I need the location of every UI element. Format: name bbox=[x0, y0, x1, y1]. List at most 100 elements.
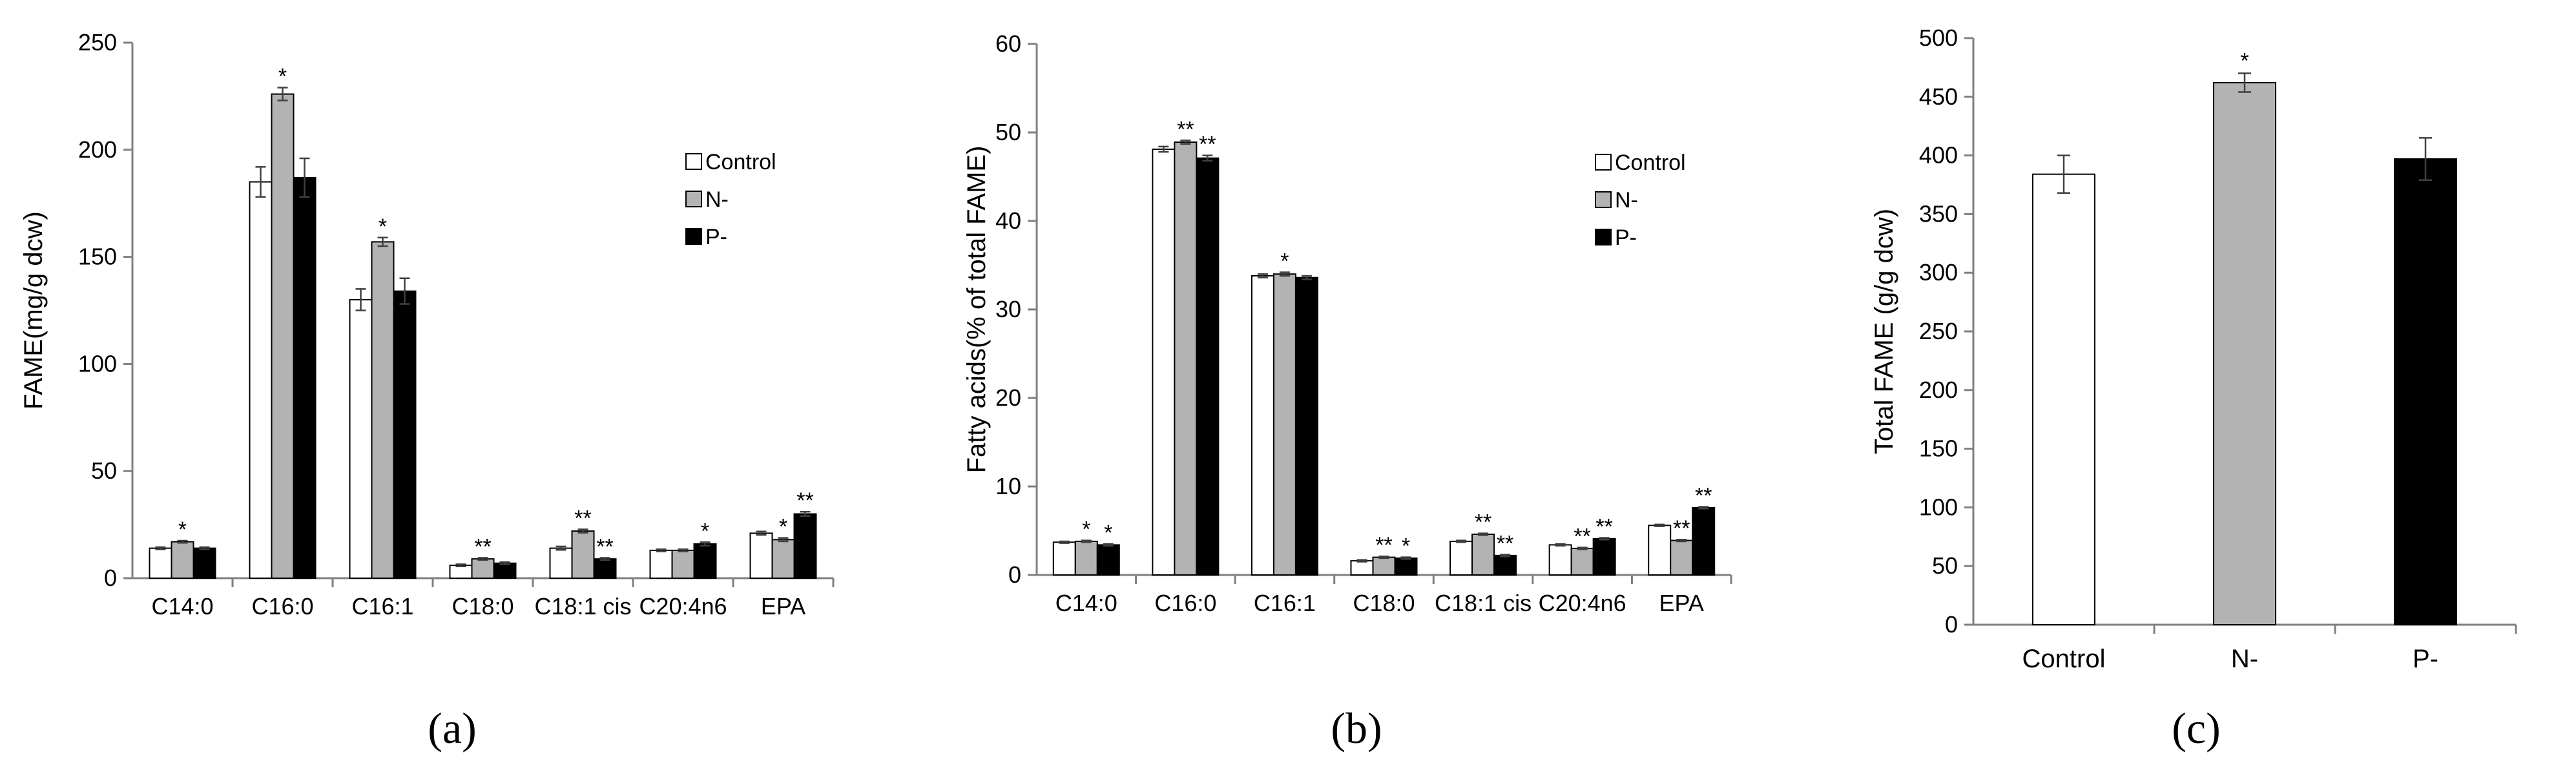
panel-b-chart: 0 10 20 30 40 50 60 Fatty acids(% of total FAME… bbox=[962, 30, 1732, 616]
panel-a-y-tick-label: 200 bbox=[78, 136, 117, 163]
panel-a-bar-control-c16-0 bbox=[249, 181, 273, 579]
panel-a-y-tick-label: 100 bbox=[78, 350, 117, 377]
panel-a-bar-p-c20-4n6 bbox=[693, 543, 717, 579]
panel-a-bar-n-c18-0 bbox=[471, 558, 495, 579]
panel-b-significance-n-epa: ** bbox=[1673, 516, 1690, 541]
panel-c-bar-n bbox=[2213, 82, 2276, 625]
panel-a-bar-control-c18-1-cis bbox=[549, 547, 573, 579]
panel-a-bar-p-epa bbox=[793, 513, 817, 579]
panel-a-significance-n-c16-1: * bbox=[379, 214, 387, 239]
panel-a-x-tick-label-c16-1: C16:1 bbox=[351, 593, 413, 620]
panel-b-y-tick-label: 0 bbox=[1008, 561, 1021, 588]
panel-a-bar-p-c18-0 bbox=[493, 562, 517, 579]
panel-b-bar-control-c18-1-cis bbox=[1449, 540, 1473, 576]
panel-b-significance-p-c18-1-cis: ** bbox=[1497, 531, 1513, 556]
panel-c-y-tick-label: 400 bbox=[1919, 142, 1958, 169]
panel-a-legend-swatch-control bbox=[685, 153, 702, 170]
panel-b-x-tick-label-epa: EPA bbox=[1659, 590, 1704, 616]
panel-a-x-tick-label-c16-0: C16:0 bbox=[251, 593, 313, 620]
panel-b-bar-control-epa bbox=[1648, 525, 1672, 576]
panel-b-bar-n-c20-4n6 bbox=[1570, 547, 1594, 576]
panel-label-b: (b) bbox=[1331, 704, 1382, 753]
panel-b-bar-n-c18-1-cis bbox=[1471, 533, 1495, 576]
panel-b-significance-n-c20-4n6: ** bbox=[1574, 525, 1590, 549]
panel-a-bar-control-c16-1 bbox=[349, 298, 373, 579]
panel-b-bar-p-c18-1-cis bbox=[1493, 554, 1517, 576]
panel-c-y-tick-label: 250 bbox=[1919, 318, 1958, 344]
panel-a-bar-control-epa bbox=[749, 532, 773, 579]
panel-c-bar-control bbox=[2032, 173, 2095, 625]
panel-b-bar-p-c14-0 bbox=[1096, 544, 1120, 576]
panel-a-significance-p-epa: ** bbox=[796, 488, 813, 513]
panel-a-significance-n-c14-0: * bbox=[178, 517, 187, 542]
panel-c-y-tick-label: 350 bbox=[1919, 200, 1958, 227]
panel-b-y-tick-label: 50 bbox=[995, 119, 1021, 145]
panel-c-y-tick-label: 0 bbox=[1945, 611, 1958, 638]
panel-b-significance-n-c18-0: ** bbox=[1375, 533, 1392, 558]
panel-b-significance-n-c18-1-cis: ** bbox=[1475, 510, 1491, 535]
panel-a-bar-n-c16-1 bbox=[371, 241, 395, 579]
panel-a-y-tick-label: 50 bbox=[91, 457, 117, 484]
panel-b-significance-n-c16-1: * bbox=[1280, 249, 1289, 273]
panel-c-y-tick-label: 450 bbox=[1919, 83, 1958, 110]
panel-c-y-tick-label: 300 bbox=[1919, 259, 1958, 286]
panel-a-y-tick-label: 150 bbox=[78, 244, 117, 270]
panel-a-bar-control-c20-4n6 bbox=[649, 549, 673, 579]
panel-b-bar-n-epa bbox=[1670, 539, 1694, 576]
panel-a-y-tick-label: 0 bbox=[104, 565, 117, 591]
panel-b-significance-p-c16-0: ** bbox=[1199, 132, 1216, 157]
panel-b-y-tick-label: 60 bbox=[995, 30, 1021, 57]
panel-a-bar-n-c18-1-cis bbox=[571, 530, 595, 579]
panel-b-y-tick-label: 40 bbox=[995, 207, 1021, 234]
panel-c-y-tick-label: 100 bbox=[1919, 494, 1958, 520]
panel-b-legend-swatch-p bbox=[1595, 229, 1612, 245]
panel-a-bar-p-c18-1-cis bbox=[593, 558, 617, 579]
panel-a-significance-p-c20-4n6: * bbox=[701, 519, 709, 543]
panel-a-bar-n-c14-0 bbox=[171, 541, 194, 579]
panel-b-x-tick-label-c14-0: C14:0 bbox=[1055, 590, 1117, 616]
panel-b-bar-n-c16-0 bbox=[1174, 141, 1198, 576]
panel-a-y-tick-label: 250 bbox=[78, 29, 117, 56]
panel-a-bar-n-c16-0 bbox=[271, 93, 295, 579]
panel-a-legend-label-control: Control bbox=[705, 150, 776, 174]
panel-c-bar-p bbox=[2394, 158, 2457, 626]
panel-c-significance-n: * bbox=[2240, 48, 2249, 73]
panel-b-legend-swatch-n bbox=[1595, 191, 1612, 208]
panel-c-y-tick-label: 200 bbox=[1919, 377, 1958, 403]
panel-b-legend-label-p: P- bbox=[1615, 225, 1637, 250]
panel-c-chart: 0 50 100 150 200 250 300 350 400 450 500 Total FAME… bbox=[1870, 25, 2517, 673]
panel-b-bar-n-c16-1 bbox=[1272, 273, 1296, 576]
panel-b-bar-p-epa bbox=[1692, 506, 1716, 576]
panel-b-significance-n-c16-0: ** bbox=[1177, 117, 1194, 141]
panel-b-bar-control-c16-0 bbox=[1152, 149, 1176, 576]
panel-b-y-tick-label: 30 bbox=[995, 296, 1021, 322]
panel-c-x-tick-label-p: P- bbox=[2413, 645, 2438, 673]
panel-b-bar-p-c18-0 bbox=[1394, 557, 1418, 576]
panel-b-bar-control-c20-4n6 bbox=[1548, 544, 1572, 576]
panel-b-significance-p-c18-0: * bbox=[1402, 534, 1410, 559]
panel-c-y-tick-label: 50 bbox=[1932, 552, 1958, 579]
panel-a-y-axis-title: FAME(mg/g dcw) bbox=[19, 211, 48, 410]
panel-b-bar-control-c16-1 bbox=[1251, 275, 1274, 576]
panel-label-a: (a) bbox=[428, 704, 476, 753]
panel-c-y-tick-label: 150 bbox=[1919, 435, 1958, 462]
panel-b-significance-n-c14-0: * bbox=[1082, 517, 1090, 542]
panel-a-x-tick-label-c18-0: C18:0 bbox=[452, 593, 514, 620]
panel-b-significance-p-c20-4n6: ** bbox=[1595, 514, 1612, 539]
panel-a-x-tick-label-c18-1-cis: C18:1 cis bbox=[534, 593, 631, 620]
panel-b-legend-swatch-control bbox=[1595, 154, 1612, 171]
panel-a-bar-p-c16-0 bbox=[293, 176, 317, 579]
panel-a-bar-control-c14-0 bbox=[149, 547, 172, 579]
panel-b-y-axis-title: Fatty acids(% of total FAME) bbox=[962, 146, 991, 474]
panel-a-legend-label-n: N- bbox=[705, 187, 729, 212]
panel-a-x-tick-label-c20-4n6: C20:4n6 bbox=[639, 593, 727, 620]
panel-a-significance-p-c18-1-cis: ** bbox=[596, 534, 613, 559]
panel-c-x-tick-label-control: Control bbox=[2022, 645, 2106, 673]
panel-a-x-tick-label-c14-0: C14:0 bbox=[151, 593, 213, 620]
panel-a-significance-n-c18-0: ** bbox=[474, 534, 491, 559]
panel-b-x-tick-label-c16-1: C16:1 bbox=[1254, 590, 1316, 616]
panel-b-bar-control-c14-0 bbox=[1052, 541, 1076, 576]
panel-label-c: (c) bbox=[2172, 704, 2220, 753]
panel-a-legend-swatch-n bbox=[685, 191, 702, 207]
